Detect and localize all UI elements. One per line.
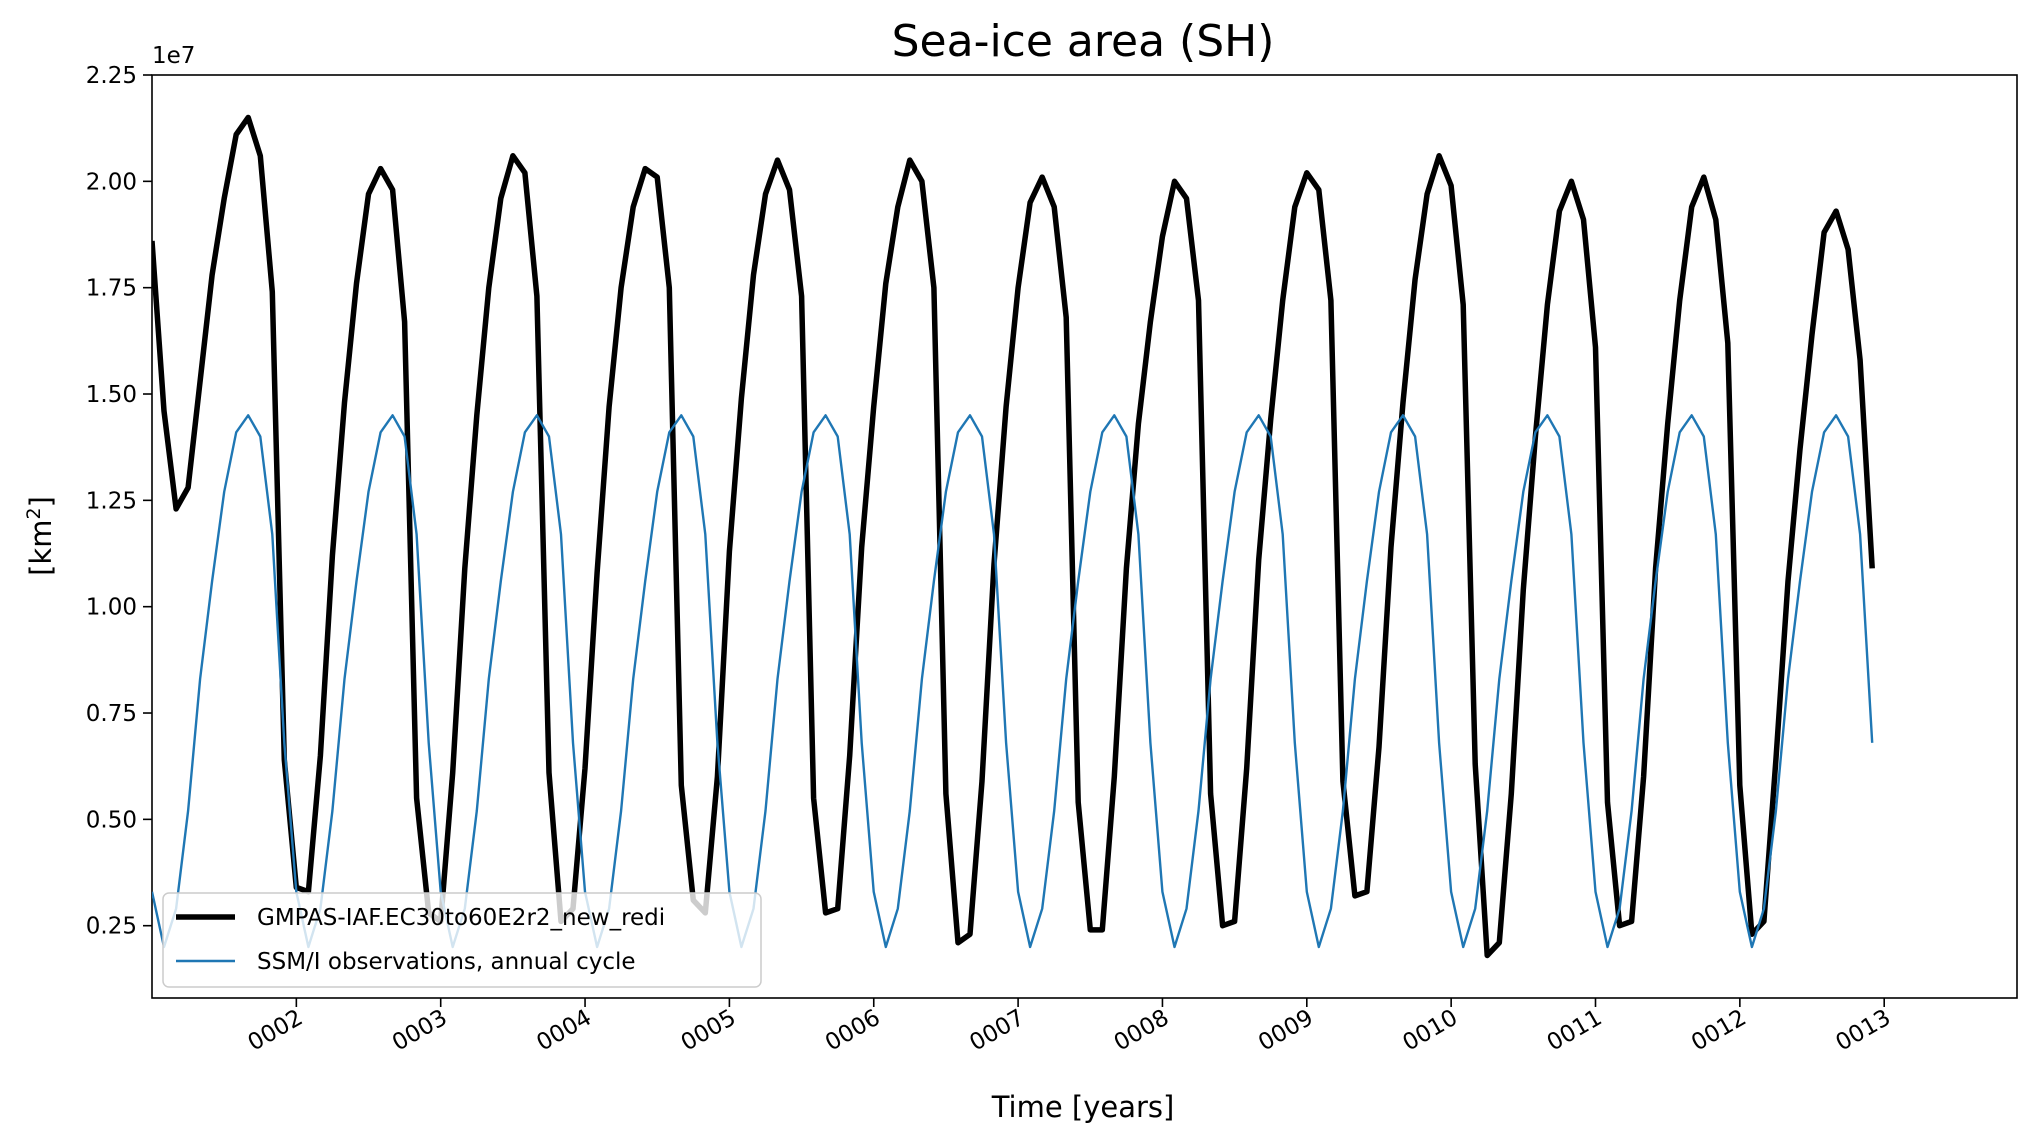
legend-label-model: GMPAS-IAF.EC30to60E2r2_new_redi (257, 905, 665, 931)
x-tick-label: 0005 (677, 1005, 741, 1057)
x-axis: 0002 0003 0004 0005 0006 0007 0008 0009 0010 0011… (244, 998, 1895, 1057)
x-tick-label: 0011 (1543, 1005, 1607, 1057)
y-tick-label: 2.00 (86, 169, 137, 195)
y-tick-label: 1.75 (86, 276, 137, 302)
x-tick-label: 0003 (388, 1005, 452, 1057)
y-tick-label: 1.50 (86, 382, 137, 408)
x-tick-label: 0012 (1687, 1005, 1751, 1057)
y-axis-label: [km2] (23, 496, 58, 576)
x-tick-label: 0010 (1398, 1005, 1462, 1057)
y-tick-label: 1.00 (86, 595, 137, 621)
x-tick-label: 0006 (821, 1005, 885, 1057)
y-tick-label: 2.25 (86, 63, 137, 89)
y-tick-label: 0.75 (86, 701, 137, 727)
x-tick-label: 0007 (965, 1005, 1029, 1057)
chart-title: Sea-ice area (SH) (892, 16, 1275, 67)
y-tick-label: 1.25 (86, 488, 137, 514)
y-tick-label: 0.50 (86, 807, 137, 833)
x-axis-label: Time [years] (991, 1090, 1175, 1124)
x-tick-label: 0008 (1110, 1005, 1174, 1057)
x-tick-label: 0009 (1254, 1005, 1318, 1057)
y-axis: 0.25 0.50 0.75 1.00 1.25 1.50 1.75 2.00 2.25 (86, 63, 152, 940)
x-tick-label: 0013 (1831, 1005, 1895, 1057)
x-tick-label: 0002 (244, 1005, 308, 1057)
plot-frame (151, 74, 2018, 999)
legend-label-observations: SSM/I observations, annual cycle (257, 949, 636, 975)
series-layer (152, 114, 1875, 959)
legend: GMPAS-IAF.EC30to60E2r2_new_redi SSM/I ob… (162, 892, 762, 988)
y-tick-label: 0.25 (86, 914, 137, 940)
y-offset-label: 1e7 (152, 43, 195, 69)
plot-area (151, 74, 2018, 999)
x-tick-label: 0004 (532, 1005, 596, 1057)
series-line-observations (152, 414, 1874, 949)
legend-box (162, 892, 762, 988)
